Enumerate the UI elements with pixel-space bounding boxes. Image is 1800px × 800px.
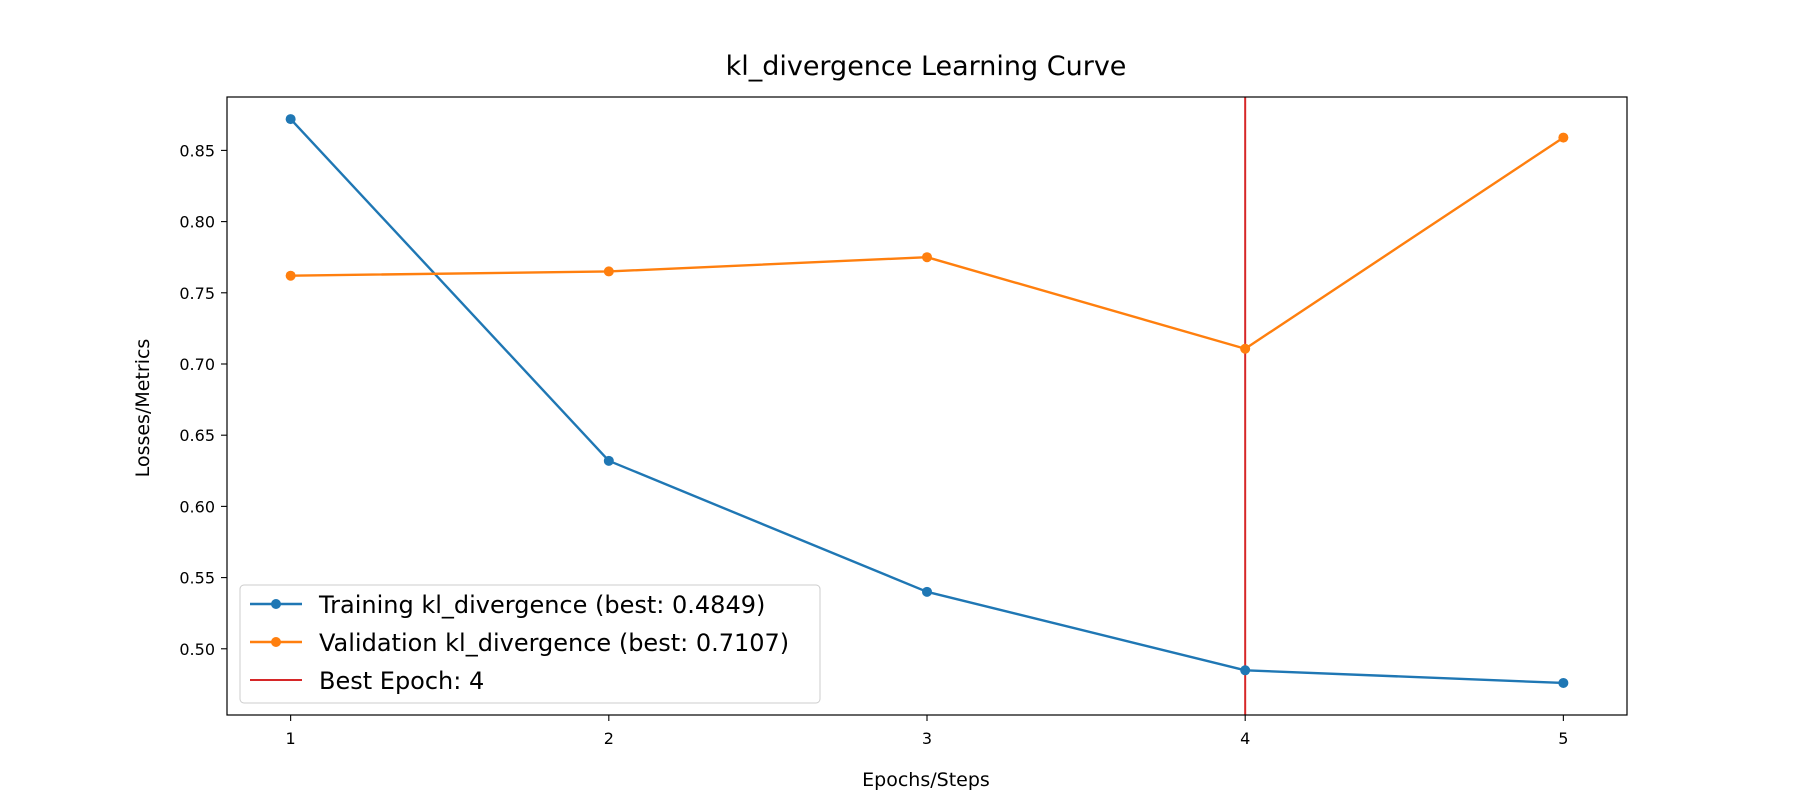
legend-label-best-epoch: Best Epoch: 4 [319, 667, 484, 695]
y-tick-label: 0.75 [179, 284, 215, 303]
chart-title: kl_divergence Learning Curve [726, 51, 1127, 82]
x-tick-label: 5 [1558, 729, 1568, 748]
data-point-validation [285, 270, 296, 281]
data-point-validation [922, 252, 932, 263]
x-tick-label: 1 [286, 729, 296, 748]
legend-entry-validation: Validation kl_divergence (best: 0.7107) [250, 629, 789, 657]
data-point-training [603, 455, 614, 466]
data-point-validation [1240, 343, 1251, 354]
x-tick-label: 2 [604, 729, 614, 748]
data-point-validation [1558, 132, 1569, 143]
data-point-training [922, 586, 932, 597]
y-tick-label: 0.65 [179, 426, 215, 445]
plot-area [285, 97, 1569, 715]
legend-entry-best-epoch: Best Epoch: 4 [250, 667, 484, 695]
legend-marker-training [271, 599, 281, 609]
y-tick-label: 0.80 [179, 213, 215, 232]
legend-label-training: Training kl_divergence (best: 0.4849) [318, 591, 765, 619]
y-tick-label: 0.85 [179, 141, 215, 160]
legend-box [239, 584, 821, 704]
y-axis-label: Losses/Metrics [132, 339, 154, 478]
y-tick-label: 0.55 [179, 569, 215, 588]
data-point-training [1558, 677, 1569, 688]
x-tick-label: 4 [1240, 729, 1250, 748]
data-point-training [285, 114, 296, 125]
legend-marker-validation [271, 637, 281, 647]
y-tick-label: 0.60 [179, 497, 215, 516]
series-line-validation [290, 136, 1565, 350]
y-tick-label: 0.50 [179, 640, 215, 659]
legend: Training kl_divergence (best: 0.4849) Va… [239, 584, 821, 704]
x-axis-ticks: 1 2 3 4 5 [286, 715, 1568, 748]
y-axis-ticks: 0.50 0.55 0.60 0.65 0.70 0.75 0.80 0.85 [179, 141, 227, 659]
x-axis-label: Epochs/Steps [862, 769, 990, 791]
data-point-validation [603, 266, 614, 277]
x-tick-label: 3 [922, 729, 932, 748]
legend-label-validation: Validation kl_divergence (best: 0.7107) [319, 629, 789, 657]
y-tick-label: 0.70 [179, 355, 215, 374]
legend-entry-training: Training kl_divergence (best: 0.4849) [250, 591, 765, 619]
data-point-training [1240, 665, 1251, 676]
